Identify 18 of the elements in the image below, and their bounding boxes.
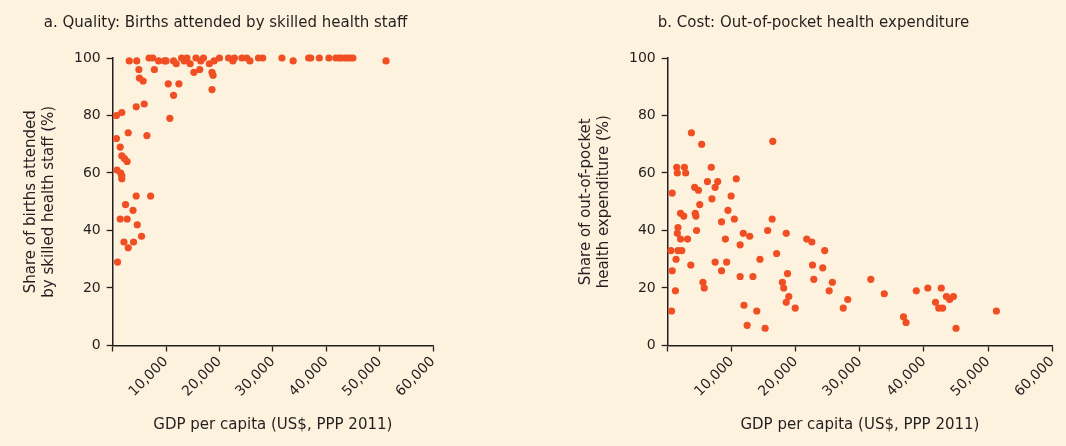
y-tick-label: 0 xyxy=(646,336,656,353)
y-axis-title: Share of out-of-pocket health expenditure (%) xyxy=(575,115,612,289)
y-tick-label: 80 xyxy=(82,106,101,123)
y-tick-label: 60 xyxy=(82,163,101,180)
y-tick-label: 0 xyxy=(91,336,101,353)
y-tick-label: 40 xyxy=(637,221,656,238)
y-tick-label: 80 xyxy=(637,106,656,123)
y-tick-label: 60 xyxy=(637,163,656,180)
y-axis-title: Share of births attended by skilled health staff (%) xyxy=(20,105,57,298)
y-tick-label: 20 xyxy=(637,278,656,295)
chart-title: a. Quality: Births attended by skilled health staff xyxy=(43,12,408,31)
x-axis-title: GDP per capita (US$, PPP 2011) xyxy=(740,414,980,433)
y-tick-label: 100 xyxy=(628,48,656,65)
chart-title: b. Cost: Out-of-pocket health expenditure xyxy=(657,12,970,31)
y-tick-label: 20 xyxy=(82,278,101,295)
x-axis-title: GDP per capita (US$, PPP 2011) xyxy=(153,414,393,433)
y-tick-label: 100 xyxy=(73,48,101,65)
y-tick-label: 40 xyxy=(82,221,101,238)
